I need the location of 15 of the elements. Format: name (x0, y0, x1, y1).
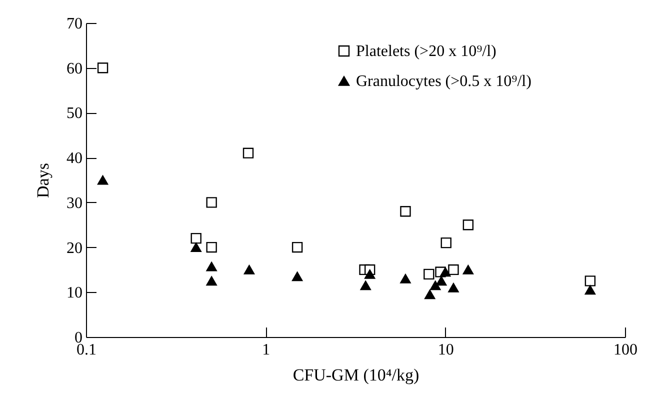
y-tick-label: 50 (66, 105, 82, 122)
x-tick-label: 100 (614, 342, 638, 358)
legend-label: Granulocytes (>0.5 x 10⁹/l) (356, 73, 532, 90)
x-tick-label: 10 (438, 342, 454, 358)
y-tick-label: 10 (66, 284, 82, 302)
x-tick-label: 0.1 (76, 342, 96, 358)
y-tick-label: 40 (66, 150, 82, 168)
x-tick-label: 1 (262, 342, 270, 358)
y-tick-label: 30 (66, 194, 82, 212)
y-tick-label: 70 (66, 16, 82, 32)
y-tick-label: 20 (66, 240, 82, 257)
y-tick-label: 60 (66, 60, 82, 78)
legend-label: Platelets (>20 x 10⁹/l) (356, 43, 496, 60)
x-axis-title: CFU-GM (10⁴/kg) (292, 366, 420, 384)
y-axis-title: Days (34, 163, 52, 198)
